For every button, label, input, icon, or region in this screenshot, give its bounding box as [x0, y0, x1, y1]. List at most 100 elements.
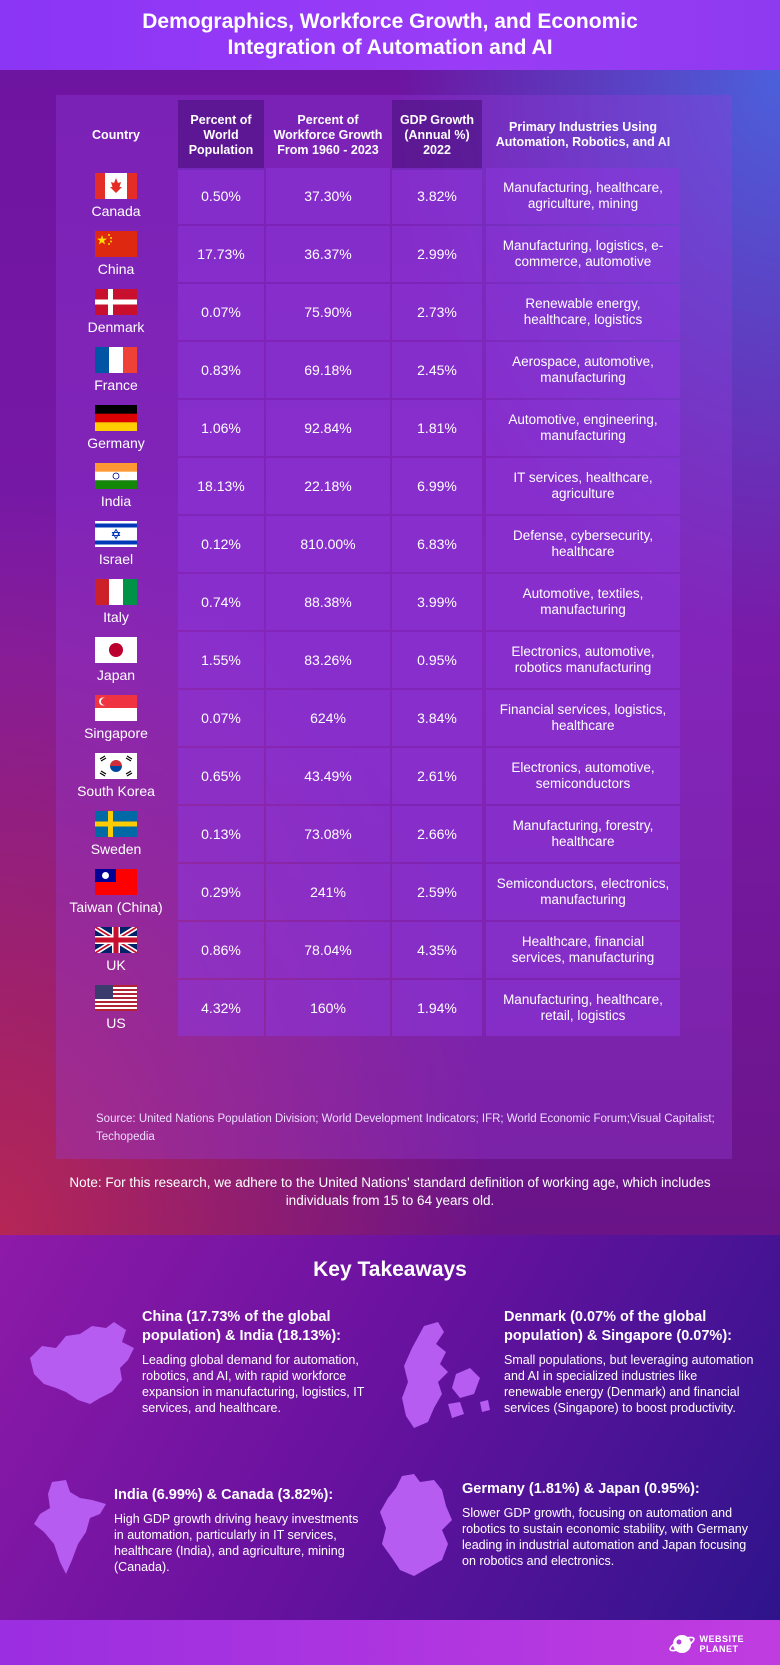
- country-cell: Singapore: [56, 690, 176, 746]
- table-row: Sweden 0.13% 73.08% 2.66% Manufacturing,…: [56, 806, 732, 862]
- uk-flag-icon: [95, 927, 137, 953]
- country-name: India: [100, 493, 132, 509]
- country-cell: Japan: [56, 632, 176, 688]
- south-korea-flag-icon: [95, 753, 137, 779]
- gdp-cell: 3.82%: [392, 168, 482, 224]
- population-cell: 0.07%: [178, 284, 264, 340]
- industries-cell: Healthcare, financial services, manufact…: [486, 922, 680, 978]
- sweden-flag-icon: [95, 811, 137, 837]
- key-takeaways-title: Key Takeaways: [313, 1258, 467, 1281]
- table-row: Taiwan (China) 0.29% 241% 2.59% Semicond…: [56, 864, 732, 920]
- industries-cell: Defense, cybersecurity, healthcare: [486, 516, 680, 572]
- industries-cell: Semiconductors, electronics, manufacturi…: [486, 864, 680, 920]
- us-flag-icon: [95, 985, 137, 1011]
- page-title-line1: Demographics, Workforce Growth, and Econ…: [142, 10, 638, 33]
- workforce-cell: 624%: [266, 690, 390, 746]
- country-cell: Sweden: [56, 806, 176, 862]
- table-row: UK 0.86% 78.04% 4.35% Healthcare, financ…: [56, 922, 732, 978]
- workforce-cell: 73.08%: [266, 806, 390, 862]
- takeaway-body: Small populations, but leveraging automa…: [504, 1353, 754, 1415]
- denmark-flag-icon: [95, 289, 137, 315]
- working-age-note: Note: For this research, we adhere to th…: [69, 1175, 711, 1208]
- table-row: Denmark 0.07% 75.90% 2.73% Renewable ene…: [56, 284, 732, 340]
- industries-cell: Financial services, logistics, healthcar…: [486, 690, 680, 746]
- table-row: South Korea 0.65% 43.49% 2.61% Electroni…: [56, 748, 732, 804]
- table-row: US 4.32% 160% 1.94% Manufacturing, healt…: [56, 980, 732, 1036]
- gdp-cell: 2.45%: [392, 342, 482, 398]
- population-cell: 4.32%: [178, 980, 264, 1036]
- country-cell: Italy: [56, 574, 176, 630]
- country-name: Denmark: [87, 319, 145, 335]
- gdp-cell: 2.99%: [392, 226, 482, 282]
- population-cell: 0.13%: [178, 806, 264, 862]
- workforce-cell: 78.04%: [266, 922, 390, 978]
- country-name: UK: [106, 957, 126, 973]
- gdp-cell: 2.61%: [392, 748, 482, 804]
- workforce-cell: 88.38%: [266, 574, 390, 630]
- takeaway-denmark-singapore: Denmark (0.07% of the global population)…: [504, 1308, 754, 1416]
- gdp-cell: 2.59%: [392, 864, 482, 920]
- workforce-cell: 37.30%: [266, 168, 390, 224]
- workforce-cell: 241%: [266, 864, 390, 920]
- gdp-cell: 1.94%: [392, 980, 482, 1036]
- country-name: South Korea: [77, 783, 155, 799]
- china-flag-icon: [95, 231, 137, 257]
- website-planet-logo[interactable]: WEBSITE PLANET: [669, 1631, 744, 1657]
- table-row: Canada 0.50% 37.30% 3.82% Manufacturing,…: [56, 168, 732, 224]
- germany-flag-icon: [95, 405, 137, 431]
- takeaway-heading: India (6.99%) & Canada (3.82%):: [114, 1487, 334, 1503]
- country-cell: China: [56, 226, 176, 282]
- workforce-cell: 43.49%: [266, 748, 390, 804]
- source-note: Source: United Nations Population Divisi…: [96, 1113, 715, 1143]
- workforce-cell: 810.00%: [266, 516, 390, 572]
- industries-cell: Electronics, automotive, robotics manufa…: [486, 632, 680, 688]
- population-cell: 0.86%: [178, 922, 264, 978]
- population-cell: 0.74%: [178, 574, 264, 630]
- table-row: Italy 0.74% 88.38% 3.99% Automotive, tex…: [56, 574, 732, 630]
- country-name: Sweden: [90, 841, 142, 857]
- footer-bar: [0, 1620, 780, 1665]
- country-name: Japan: [96, 667, 136, 683]
- population-cell: 17.73%: [178, 226, 264, 282]
- country-cell: Denmark: [56, 284, 176, 340]
- japan-flag-icon: [95, 637, 137, 663]
- taiwan-flag-icon: [95, 869, 137, 895]
- takeaway-germany-japan: Germany (1.81%) & Japan (0.95%): Slower …: [462, 1480, 762, 1569]
- industries-cell: IT services, healthcare, agriculture: [486, 458, 680, 514]
- workforce-cell: 69.18%: [266, 342, 390, 398]
- takeaway-body: Leading global demand for automation, ro…: [142, 1353, 365, 1415]
- workforce-cell: 36.37%: [266, 226, 390, 282]
- country-cell: UK: [56, 922, 176, 978]
- table-row: Singapore 0.07% 624% 3.84% Financial ser…: [56, 690, 732, 746]
- gdp-cell: 0.95%: [392, 632, 482, 688]
- takeaway-body: Slower GDP growth, focusing on automatio…: [462, 1506, 748, 1568]
- industries-cell: Renewable energy, healthcare, logistics: [486, 284, 680, 340]
- table-row: France 0.83% 69.18% 2.45% Aerospace, aut…: [56, 342, 732, 398]
- population-cell: 0.29%: [178, 864, 264, 920]
- workforce-cell: 83.26%: [266, 632, 390, 688]
- china-map-icon: [30, 1322, 134, 1404]
- population-cell: 0.83%: [178, 342, 264, 398]
- gdp-cell: 6.99%: [392, 458, 482, 514]
- population-cell: 18.13%: [178, 458, 264, 514]
- country-name: Italy: [103, 609, 129, 625]
- gdp-cell: 3.99%: [392, 574, 482, 630]
- country-name: Canada: [91, 203, 141, 219]
- logo-line2: PLANET: [699, 1644, 739, 1654]
- gdp-cell: 1.81%: [392, 400, 482, 456]
- country-cell: South Korea: [56, 748, 176, 804]
- takeaways-background: [0, 1235, 780, 1620]
- industries-cell: Aerospace, automotive, manufacturing: [486, 342, 680, 398]
- gdp-cell: 2.66%: [392, 806, 482, 862]
- italy-flag-icon: [95, 579, 137, 605]
- population-cell: 0.07%: [178, 690, 264, 746]
- table-row: China 17.73% 36.37% 2.99% Manufacturing,…: [56, 226, 732, 282]
- takeaway-heading: Denmark (0.07% of the global population)…: [504, 1309, 732, 1344]
- country-name: China: [97, 261, 135, 277]
- gdp-cell: 2.73%: [392, 284, 482, 340]
- country-cell: Canada: [56, 168, 176, 224]
- industries-cell: Manufacturing, forestry, healthcare: [486, 806, 680, 862]
- workforce-cell: 92.84%: [266, 400, 390, 456]
- israel-flag-icon: [95, 521, 137, 547]
- gdp-cell: 4.35%: [392, 922, 482, 978]
